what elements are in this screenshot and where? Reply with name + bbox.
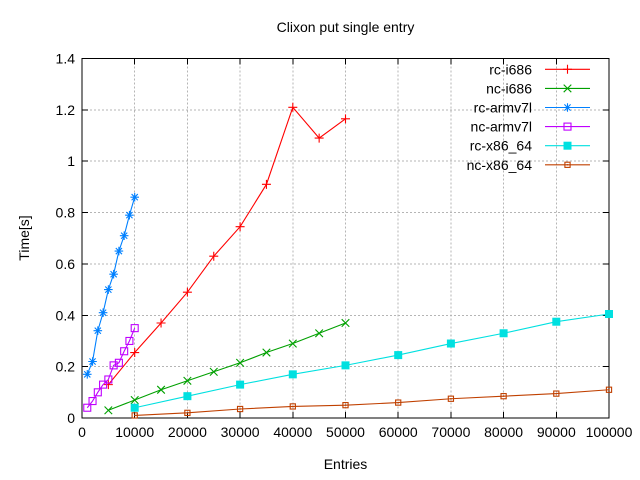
x-tick-label: 40000 [273, 424, 312, 440]
legend-label: rc-i686 [489, 61, 532, 77]
legend-label: nc-armv7l [471, 119, 532, 135]
legend-entry-nc-x86_64: nc-x86_64 [467, 157, 590, 173]
legend-entry-rc-armv7l: rc-armv7l [474, 100, 590, 116]
series-nc-x86_64 [131, 386, 613, 419]
series-nc-i686 [104, 318, 350, 415]
y-tick-label: 0.8 [56, 205, 76, 221]
y-tick-label: 1.2 [56, 102, 76, 118]
legend-entry-nc-i686: nc-i686 [486, 80, 590, 96]
legend-entry-nc-armv7l: nc-armv7l [471, 119, 590, 135]
x-tick-label: 60000 [379, 424, 418, 440]
y-tick-label: 1.4 [56, 51, 76, 67]
x-tick-label: 0 [78, 424, 86, 440]
legend: rc-i686 nc-i686 rc-armv7l nc-armv7l rc-x86_6… [467, 61, 590, 173]
y-tick-label: 0.4 [56, 307, 76, 323]
y-axis-title: Time[s] [16, 215, 32, 261]
x-tick-label: 30000 [221, 424, 260, 440]
x-tick-label: 100000 [586, 424, 633, 440]
x-axis-title: Entries [323, 456, 368, 472]
series-rc-i686 [103, 102, 350, 390]
x-grid-and-ticks: 0 10000 20000 30000 40000 50000 60000 70000 8000… [78, 58, 633, 440]
x-tick-label: 80000 [484, 424, 523, 440]
chart-title: Clixon put single entry [276, 19, 415, 35]
legend-label: rc-x86_64 [470, 138, 532, 154]
legend-label: nc-x86_64 [467, 157, 533, 173]
plot-border [81, 58, 610, 419]
x-tick-label: 50000 [326, 424, 365, 440]
legend-entry-rc-i686: rc-i686 [489, 61, 590, 77]
series-rc-armv7l [82, 192, 139, 379]
legend-label: rc-armv7l [474, 100, 532, 116]
legend-entry-rc-x86_64: rc-x86_64 [470, 138, 590, 154]
y-tick-label: 1 [67, 153, 75, 169]
y-tick-label: 0.2 [56, 359, 76, 375]
x-tick-label: 90000 [537, 424, 576, 440]
series-nc-armv7l [83, 324, 139, 412]
series-rc-x86_64 [130, 310, 613, 412]
x-tick-label: 70000 [431, 424, 470, 440]
y-tick-label: 0.6 [56, 256, 76, 272]
y-tick-label: 0 [67, 410, 75, 426]
x-tick-label: 20000 [168, 424, 207, 440]
legend-label: nc-i686 [486, 80, 532, 96]
x-tick-label: 10000 [115, 424, 154, 440]
